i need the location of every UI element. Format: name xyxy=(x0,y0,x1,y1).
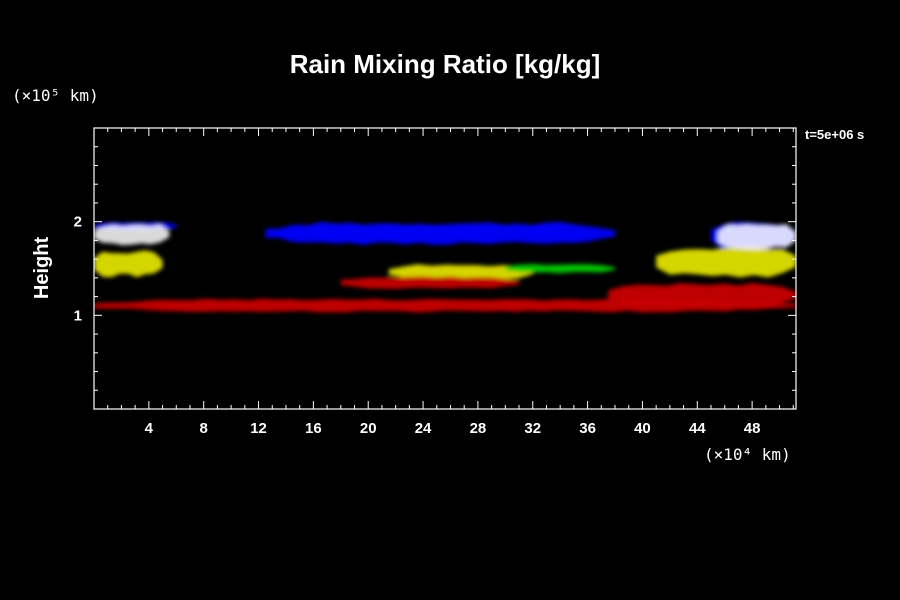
y-tick-labels: 12 xyxy=(74,214,82,325)
field-region-11 xyxy=(94,298,796,313)
x-tick-label: 12 xyxy=(250,420,267,437)
x-tick-label: 16 xyxy=(305,420,322,437)
x-tick-label: 40 xyxy=(634,420,651,437)
x-tick-label: 24 xyxy=(415,420,432,437)
field-region-7 xyxy=(717,224,796,250)
field-region-5 xyxy=(388,264,533,280)
x-unit-label: (×10⁴ km) xyxy=(704,445,791,464)
rain-field xyxy=(94,221,796,313)
x-tick-label: 32 xyxy=(524,420,541,437)
y-unit-label: (×10⁵ km) xyxy=(12,86,99,105)
field-region-8 xyxy=(505,264,615,274)
x-tick-label: 36 xyxy=(579,420,596,437)
x-tick-labels: 4 8 12 16 20 24 28 32 36 40 44 48 xyxy=(145,420,761,437)
plot-frame xyxy=(93,127,797,410)
time-label: t=5e+06 s xyxy=(805,127,864,142)
y-tick-label: 2 xyxy=(74,214,82,231)
x-tick-label: 48 xyxy=(744,420,761,437)
x-tick-label: 44 xyxy=(689,420,706,437)
field-region-4 xyxy=(94,250,163,278)
field-region-1 xyxy=(265,221,615,245)
x-tick-label: 28 xyxy=(470,420,487,437)
axis-ticks xyxy=(93,127,796,410)
field-region-9 xyxy=(340,276,519,289)
y-axis-label: Height xyxy=(31,237,53,300)
x-tick-label: 20 xyxy=(360,420,377,437)
field-region-6 xyxy=(656,247,796,278)
field-region-3 xyxy=(94,224,170,246)
x-tick-label: 8 xyxy=(200,420,208,437)
y-tick-label: 1 xyxy=(74,307,82,324)
x-tick-label: 4 xyxy=(145,420,154,437)
chart-title: Rain Mixing Ratio [kg/kg] xyxy=(290,49,601,79)
